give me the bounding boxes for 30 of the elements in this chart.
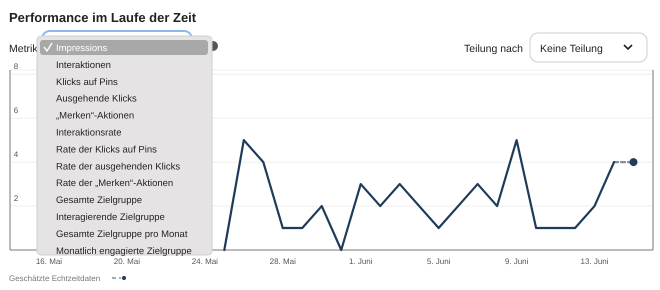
annotation: Monatlich engagierte Zielgruppe (56, 246, 192, 257)
annotation: Interagierende Zielgruppe (56, 212, 165, 223)
chart-title: Performance im Laufe der Zeit (9, 10, 197, 25)
annotation: Klicks auf Pins (56, 76, 118, 88)
annotation: Gesamte Zielgruppe pro Monat (56, 228, 188, 240)
annotation: Rate der „Merken“-Aktionen (56, 178, 174, 190)
x-tick-label: 24. Mai (192, 257, 218, 266)
annotation: Gesamte Zielgruppe (56, 195, 142, 206)
annotation: „Merken“-Aktionen (56, 110, 134, 122)
y-tick-label: 4 (14, 150, 19, 160)
x-tick-label: 5. Juni (426, 257, 451, 266)
annotation: Rate der ausgehenden Klicks (56, 161, 180, 172)
x-tick-label: 1. Juni (348, 257, 373, 266)
y-tick-label: 2 (14, 194, 19, 204)
text: Teilung nach (464, 43, 524, 55)
text: Impressions (56, 43, 108, 54)
x-tick-label: 28. Mai (270, 257, 296, 266)
annotation: Interaktionsrate (56, 128, 122, 138)
x-tick-label: 16. Mai (36, 257, 62, 266)
annotation: Ausgehende Klicks (56, 94, 138, 105)
x-tick-label: 20. Mai (114, 257, 140, 266)
text: Interaktionen (56, 60, 111, 71)
y-tick-label: 8 (14, 62, 19, 72)
annotation: Rate der Klicks auf Pins (56, 144, 158, 156)
x-tick-label: 13. Juni (580, 257, 609, 266)
y-tick-label: 6 (14, 106, 19, 116)
legend-label: Geschätzte Echtzeitdaten (9, 274, 100, 283)
text: Keine Teilung (540, 43, 604, 55)
text: Metrik (9, 43, 38, 55)
x-tick-label: 9. Juni (504, 257, 529, 266)
